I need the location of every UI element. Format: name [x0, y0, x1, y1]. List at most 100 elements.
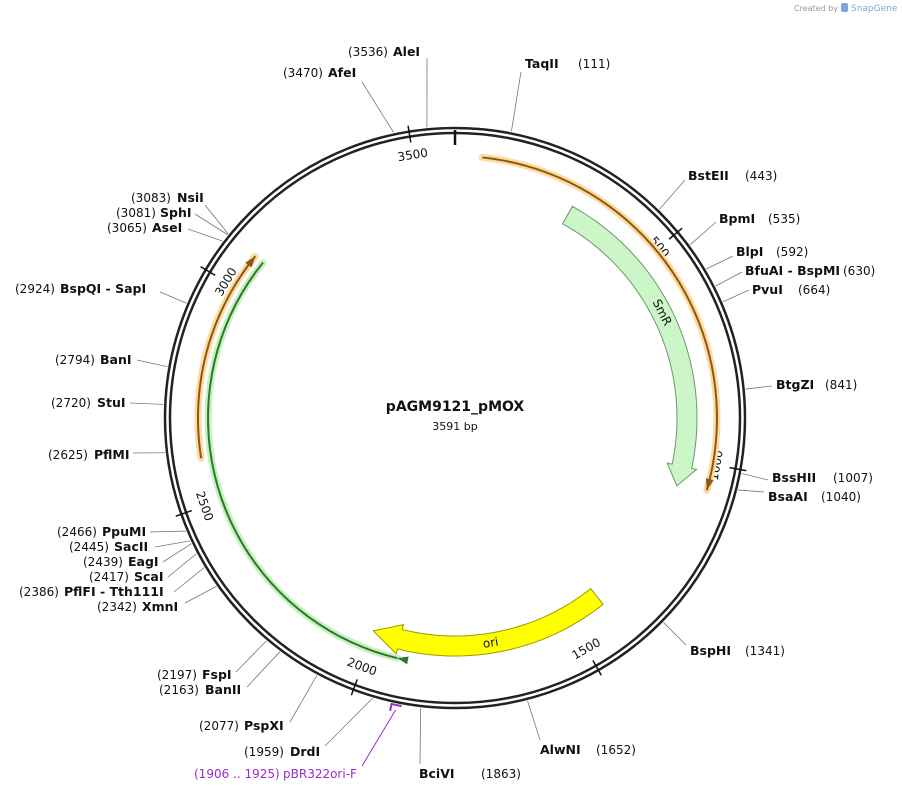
site-position: (2625) [48, 448, 88, 462]
site-leader [136, 359, 168, 368]
site-position: (2794) [55, 353, 95, 367]
site-name: XmnI [142, 599, 178, 614]
site-leader [419, 707, 421, 765]
site-position: (2445) [69, 540, 109, 554]
site-leader [289, 675, 318, 723]
site-leader [722, 289, 750, 303]
site-position: (2417) [89, 570, 129, 584]
site-position: (592) [776, 245, 808, 259]
site-position: (1863) [481, 767, 521, 781]
ruler-label: 2500 [193, 489, 216, 522]
ruler-tick [592, 660, 602, 676]
site-name: SacII [114, 539, 148, 554]
site-name: PspXI [244, 718, 284, 733]
primer-range: (1906 .. 1925) [194, 767, 280, 781]
site-name: BssHII [772, 470, 816, 485]
backbone-outer [163, 126, 747, 710]
site-position: (1040) [821, 490, 861, 504]
feature-line [482, 156, 718, 491]
site-leader [361, 81, 394, 133]
feature-arrow [561, 205, 698, 487]
site-name: BspHI [690, 643, 731, 658]
site-name: PpuMI [102, 524, 146, 539]
backbone-inner [168, 131, 742, 705]
site-leader [659, 179, 686, 210]
site-leader [745, 385, 773, 390]
feature-line [207, 261, 398, 660]
site-leader [173, 567, 205, 593]
site-leader [741, 473, 769, 481]
ruler-label: 1500 [570, 635, 603, 662]
ruler-tick [407, 125, 412, 143]
brand: SnapGene [851, 4, 898, 14]
site-leader [324, 697, 373, 747]
plasmid-name: pAGM9121_pMOX [386, 399, 525, 415]
site-position: (2466) [57, 525, 97, 539]
site-leader [129, 402, 164, 405]
site-position: (1341) [745, 644, 785, 658]
site-name: PflMI [94, 447, 130, 462]
site-position: (664) [798, 283, 830, 297]
site-leader [149, 530, 186, 533]
site-name: PvuI [752, 282, 783, 297]
site-position: (3083) [131, 191, 171, 205]
plasmid-length: 3591 bp [432, 420, 477, 433]
site-name: EagI [128, 554, 159, 569]
site-name: BlpI [736, 244, 763, 259]
site-position: (535) [768, 212, 800, 226]
site-leader [204, 204, 229, 235]
feature-head [397, 656, 409, 665]
site-name: TaqII [525, 56, 559, 71]
site-name: BanI [100, 352, 132, 367]
site-position: (1959) [244, 745, 284, 759]
site-leader [187, 228, 223, 242]
primer-name: pBR322ori-F [283, 767, 357, 781]
site-name: AseI [152, 220, 182, 235]
site-name: StuI [97, 395, 126, 410]
site-leader [194, 213, 228, 236]
ruler-tick [175, 509, 193, 517]
site-name: BpmI [719, 211, 755, 226]
site-leader [737, 489, 765, 493]
site-name: BfuAI - BspMI [745, 263, 840, 278]
site-position: (630) [843, 264, 875, 278]
site-name: BstEII [688, 168, 729, 183]
feature-head [705, 478, 714, 491]
feature-line [197, 255, 257, 459]
site-position: (1652) [596, 743, 636, 757]
site-leader [510, 71, 522, 132]
site-leader [159, 291, 187, 304]
site-position: (1007) [833, 471, 873, 485]
feature-label: ori [482, 635, 500, 651]
site-name: BciVI [419, 766, 455, 781]
ruler-label: 2000 [345, 655, 379, 679]
site-name: AfeI [328, 65, 356, 80]
primer-mark [389, 702, 402, 712]
site-name: AleI [393, 44, 420, 59]
site-name: BanII [205, 682, 241, 697]
site-leader [706, 255, 734, 270]
site-position: (3065) [107, 221, 147, 235]
site-position: (3536) [348, 45, 388, 59]
site-position: (2720) [51, 396, 91, 410]
site-name: DrdI [290, 744, 320, 759]
site-position: (2439) [83, 555, 123, 569]
site-leader [167, 553, 197, 578]
site-leader [689, 221, 717, 246]
created-by: Created by [794, 4, 838, 13]
site-leader [663, 622, 687, 646]
site-position: (111) [578, 57, 610, 71]
ruler-tick [200, 266, 216, 276]
ruler-tick [668, 227, 683, 240]
site-name: PflFI - Tth111I [64, 584, 164, 599]
site-position: (443) [745, 169, 777, 183]
site-position: (2386) [19, 585, 59, 599]
site-name: BspQI - SapI [60, 281, 146, 296]
brand-logo [841, 3, 848, 12]
feature-glow [204, 259, 401, 662]
feature-arrow [372, 587, 604, 657]
site-position: (841) [825, 378, 857, 392]
ruler-label: 3500 [397, 146, 429, 165]
ruler-tick [350, 679, 358, 696]
